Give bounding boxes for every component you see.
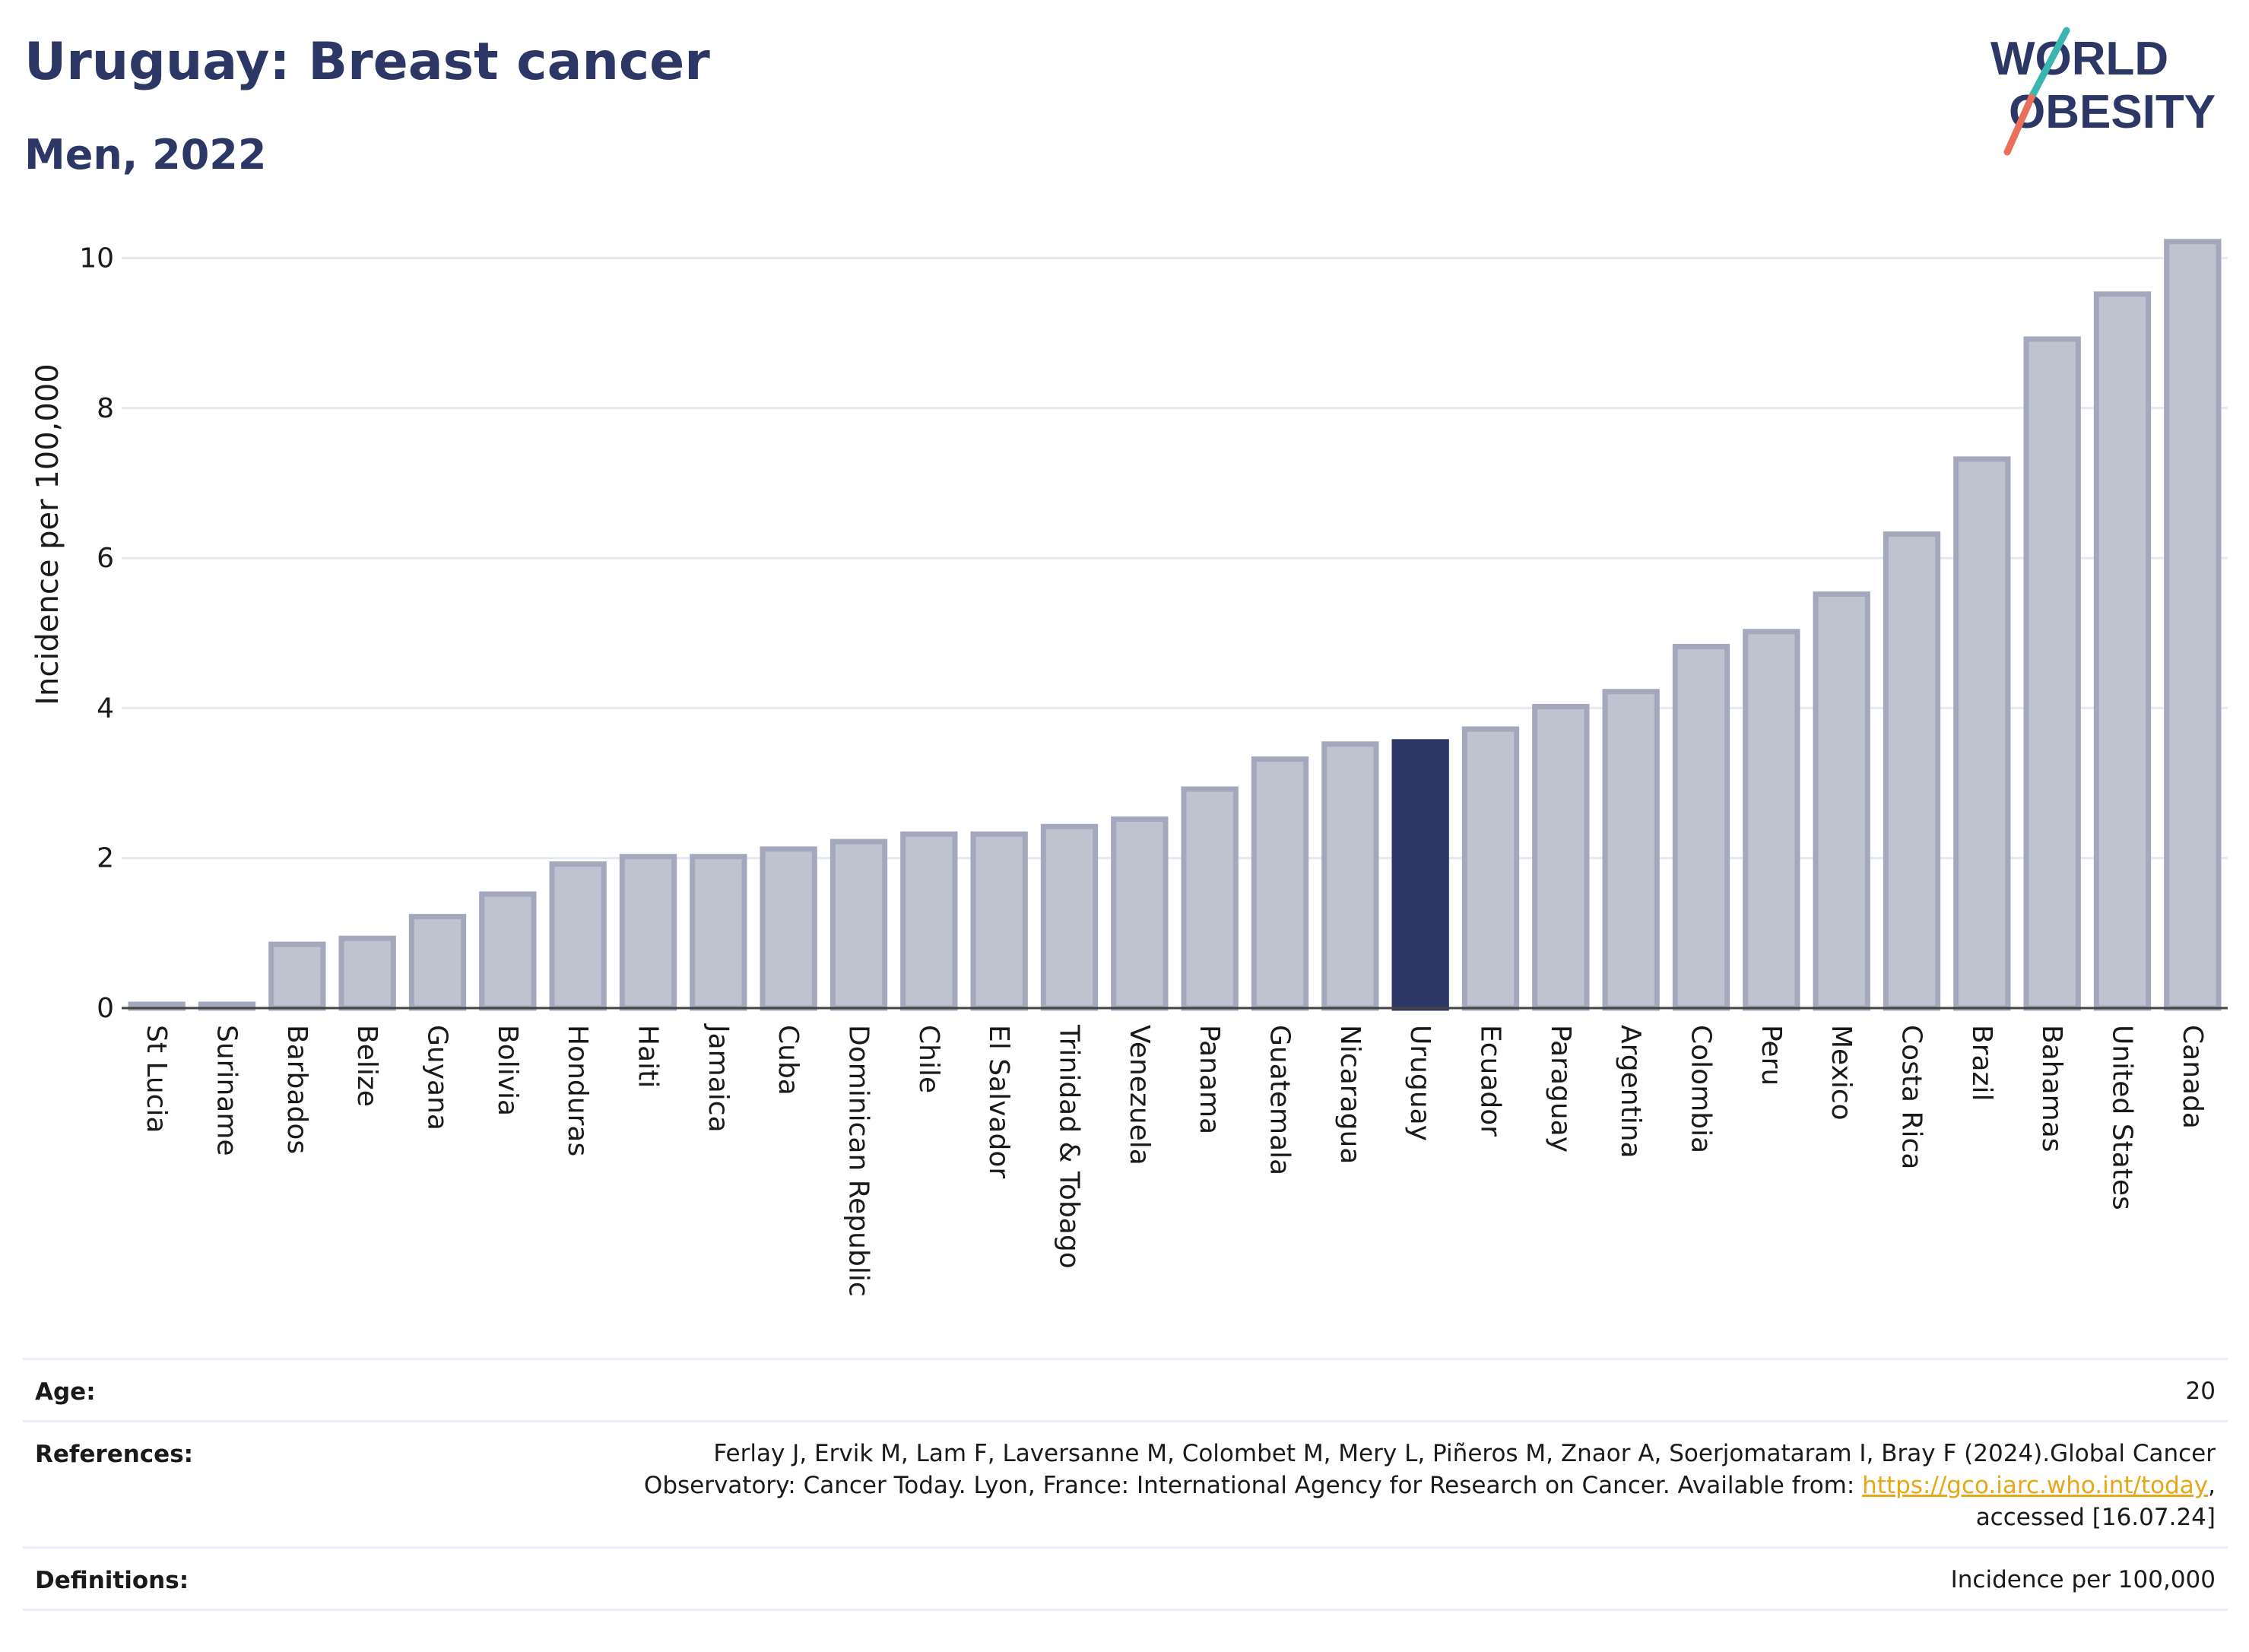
- x-tick-label: Bahamas: [2036, 1025, 2067, 1153]
- bar-united-states: [2093, 291, 2152, 1011]
- bar-honduras: [549, 861, 607, 1011]
- age-row: Age: 20: [23, 1358, 2228, 1422]
- logo-line2: OBESITY: [2009, 86, 2216, 138]
- x-tick-label: Honduras: [562, 1025, 593, 1156]
- y-tick-label: 6: [97, 543, 114, 574]
- page-title: Uruguay: Breast cancer: [24, 32, 710, 92]
- world-obesity-logo: WORLD OBESITY: [1990, 27, 2216, 156]
- x-tick-label: Uruguay: [1404, 1025, 1435, 1141]
- bar-nicaragua: [1321, 741, 1379, 1011]
- age-label: Age:: [35, 1378, 96, 1406]
- logo-coral-slash: [2003, 94, 2035, 156]
- x-tick-label: Ecuador: [1475, 1025, 1506, 1137]
- x-tick-label: Panama: [1194, 1025, 1225, 1134]
- references-line-2-text: Observatory: Cancer Today. Lyon, France:…: [643, 1472, 1863, 1499]
- bar-jamaica: [690, 854, 747, 1011]
- bar-guatemala: [1251, 756, 1309, 1011]
- y-tick-label: 2: [97, 843, 114, 874]
- x-tick-label: Cuba: [772, 1025, 804, 1096]
- y-tick-label: 0: [97, 993, 114, 1024]
- logo-teal-slash: [2028, 27, 2070, 101]
- bar-venezuela: [1111, 816, 1169, 1011]
- bar-canada: [2164, 239, 2222, 1011]
- references-line-3: accessed [16.07.24]: [1975, 1504, 2216, 1531]
- definitions-row: Definitions: Incidence per 100,000: [23, 1546, 2228, 1611]
- bar-belize: [338, 935, 396, 1011]
- x-tick-label: El Salvador: [983, 1025, 1014, 1178]
- bar-costa-rica: [1883, 531, 1941, 1011]
- logo-line1: WORLD: [1990, 33, 2168, 85]
- x-tick-label: Trinidad & Tobago: [1054, 1024, 1085, 1269]
- y-tick-label: 4: [97, 693, 114, 724]
- bar-chile: [900, 831, 958, 1011]
- bar-mexico: [1813, 591, 1870, 1011]
- bar-chart: 0 2 4 6 8 10 Incidence per 100,000 St Lucia Suri…: [30, 239, 2228, 1297]
- x-tick-label: Suriname: [211, 1025, 243, 1156]
- y-axis-label: Incidence per 100,000: [30, 363, 65, 706]
- bar-cuba: [760, 846, 817, 1011]
- x-tick-label: Argentina: [1615, 1025, 1646, 1159]
- bar-colombia: [1672, 643, 1730, 1011]
- y-tick-label: 8: [97, 393, 114, 424]
- bar-dominican-republic: [829, 839, 888, 1011]
- age-value: 20: [2185, 1378, 2216, 1405]
- metadata-bottom-rule: [23, 1609, 2228, 1611]
- bar-el-salvador: [970, 831, 1028, 1011]
- bar-brazil: [1953, 456, 2011, 1011]
- bar-trinidad-tobago: [1040, 823, 1099, 1011]
- y-tick-label: 10: [79, 243, 114, 274]
- x-tick-label: Venezuela: [1124, 1025, 1155, 1165]
- bar-barbados: [268, 941, 326, 1011]
- x-tick-label: Mexico: [1826, 1025, 1857, 1121]
- x-tick-label: St Lucia: [141, 1025, 172, 1134]
- references-line-1: Ferlay J, Ervik M, Lam F, Laversanne M, …: [713, 1440, 2216, 1467]
- x-tick-label: Bolivia: [492, 1025, 523, 1116]
- references-link[interactable]: https://gco.iarc.who.int/today: [1862, 1472, 2209, 1499]
- x-tick-label: Paraguay: [1545, 1025, 1576, 1153]
- x-tick-label: United States: [2107, 1025, 2138, 1210]
- bar-uruguay: [1391, 739, 1449, 1011]
- bar-argentina: [1602, 689, 1660, 1011]
- bar-peru: [1743, 629, 1800, 1011]
- page-subtitle: Men, 2022: [24, 131, 267, 179]
- x-tick-label: Brazil: [1966, 1025, 1997, 1101]
- x-tick-label: Dominican Republic: [843, 1025, 874, 1297]
- x-tick-label: Canada: [2177, 1025, 2208, 1129]
- bar-guyana: [408, 914, 467, 1011]
- references-line-2-comma: ,: [2208, 1472, 2216, 1499]
- x-tick-label: Belize: [351, 1025, 382, 1107]
- bar-panama: [1181, 786, 1239, 1011]
- references-row: References: Ferlay J, Ervik M, Lam F, La…: [23, 1420, 2228, 1549]
- x-tick-label: Jamaica: [703, 1023, 734, 1133]
- bar-bahamas: [2023, 336, 2081, 1011]
- references-label: References:: [35, 1441, 194, 1468]
- bar-paraguay: [1532, 703, 1590, 1011]
- definitions-value: Incidence per 100,000: [1950, 1566, 2216, 1593]
- references-line-2: Observatory: Cancer Today. Lyon, France:…: [644, 1470, 2216, 1501]
- bar-bolivia: [479, 891, 537, 1011]
- x-tick-label: Barbados: [281, 1025, 312, 1154]
- x-tick-label: Haiti: [633, 1025, 664, 1088]
- x-tick-label: Costa Rica: [1896, 1025, 1927, 1169]
- references-value: Ferlay J, Ervik M, Lam F, Laversanne M, …: [644, 1438, 2216, 1533]
- x-tick-label: Guyana: [422, 1025, 453, 1130]
- definitions-label: Definitions:: [35, 1567, 189, 1594]
- x-tick-label: Colombia: [1686, 1025, 1717, 1153]
- x-tick-label: Guatemala: [1264, 1025, 1296, 1175]
- bar-haiti: [619, 854, 677, 1011]
- x-tick-label: Chile: [913, 1025, 944, 1093]
- x-tick-label: Peru: [1756, 1025, 1787, 1086]
- x-tick-label: Nicaragua: [1334, 1025, 1366, 1164]
- bar-ecuador: [1461, 726, 1520, 1011]
